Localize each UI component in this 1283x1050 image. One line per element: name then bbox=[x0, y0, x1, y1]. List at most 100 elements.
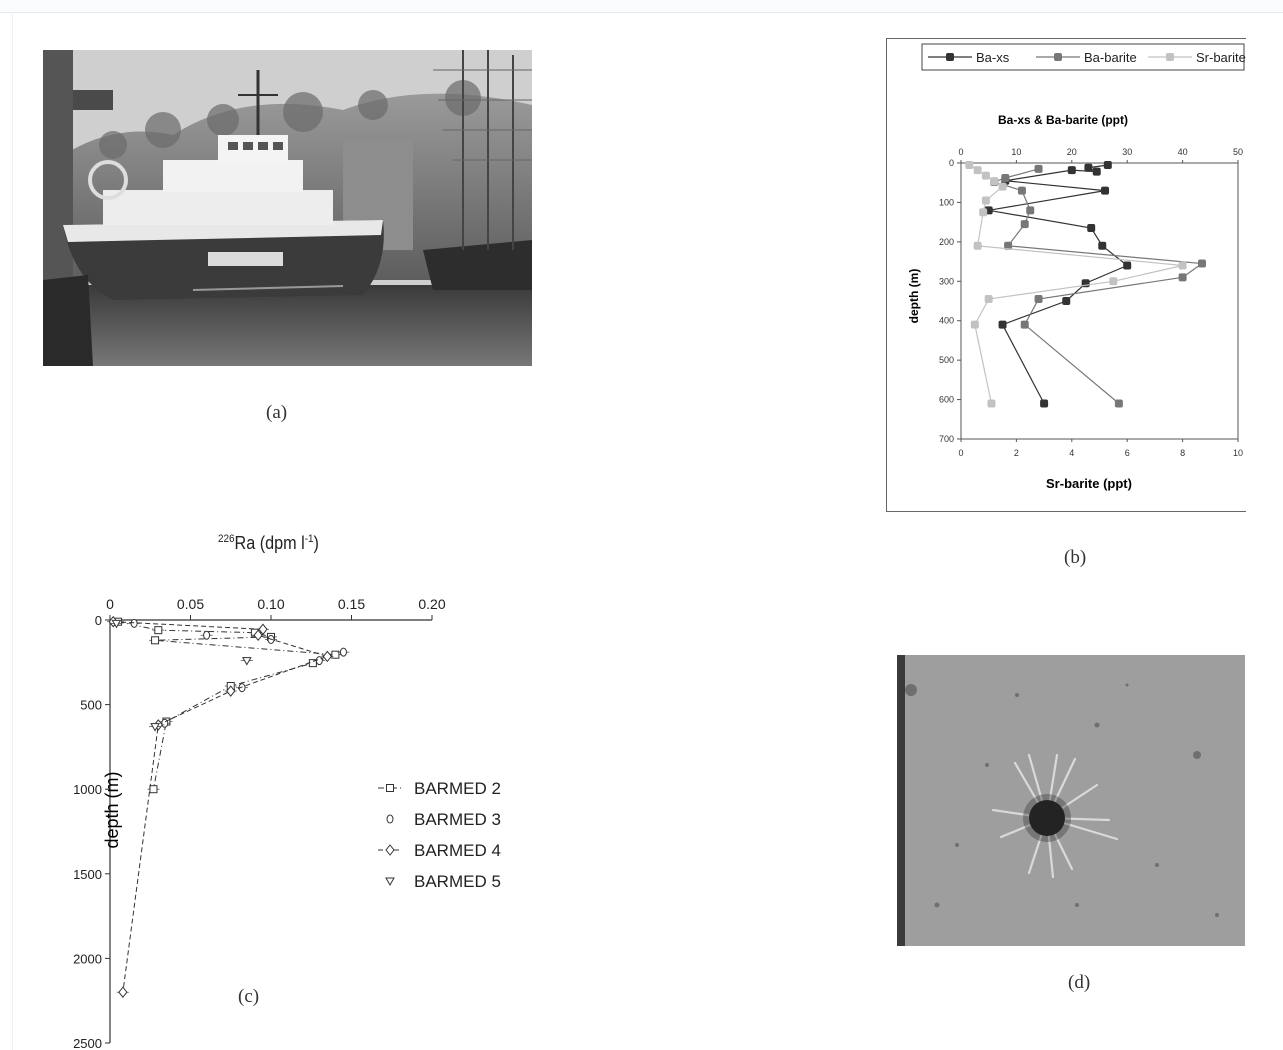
y-tick-label: 500 bbox=[939, 355, 954, 365]
chart-c-xlabel-isotope: 226 bbox=[218, 533, 235, 545]
data-point-sr-barite bbox=[1178, 261, 1187, 270]
y-tick-label: 2500 bbox=[73, 1036, 102, 1050]
legend-marker bbox=[946, 53, 954, 61]
legend-marker bbox=[1054, 53, 1062, 61]
legend-label: Ba-xs bbox=[976, 50, 1010, 65]
data-point-sr-barite bbox=[990, 177, 999, 186]
y-tick-label: 500 bbox=[80, 698, 102, 713]
legend-label: BARMED 5 bbox=[414, 872, 501, 891]
y-tick-label: 0 bbox=[949, 158, 954, 168]
x-tick-label: 0.10 bbox=[257, 596, 284, 612]
top-tick-label: 20 bbox=[1067, 147, 1077, 157]
panel-d-caption: (d) bbox=[1068, 972, 1091, 993]
marker-circle bbox=[130, 618, 138, 628]
bottom-tick-label: 10 bbox=[1233, 448, 1243, 458]
chart-c-xlabel-exponent: -1 bbox=[304, 533, 314, 545]
marker-diamond bbox=[226, 685, 236, 697]
chart-c-xlabel: 226Ra (dpm l-1) bbox=[218, 533, 319, 554]
panel-c-caption: (c) bbox=[238, 986, 260, 1007]
marker-square bbox=[386, 784, 394, 792]
series-line-barmed-4 bbox=[113, 621, 329, 993]
data-point-ba-xs bbox=[1087, 224, 1096, 233]
marker-square bbox=[151, 636, 160, 645]
page-top-border bbox=[0, 0, 1283, 13]
panel-a-caption: (a) bbox=[266, 402, 288, 423]
data-point-ba-xs bbox=[1040, 399, 1049, 408]
y-tick-label: 600 bbox=[939, 395, 954, 405]
top-tick-label: 50 bbox=[1233, 147, 1243, 157]
acantharian-micrograph bbox=[897, 655, 1245, 946]
y-tick-label: 1500 bbox=[73, 867, 102, 882]
legend-label: BARMED 4 bbox=[414, 841, 501, 860]
data-point-ba-xs bbox=[1092, 167, 1101, 176]
data-point-ba-barite bbox=[1017, 186, 1026, 195]
data-point-sr-barite bbox=[970, 320, 979, 329]
data-point-sr-barite bbox=[998, 182, 1007, 191]
data-point-sr-barite bbox=[984, 295, 993, 304]
data-point-sr-barite bbox=[1109, 277, 1118, 286]
marker-circle bbox=[203, 630, 211, 640]
y-tick-label: 1000 bbox=[73, 782, 102, 797]
x-tick-label: 0.20 bbox=[418, 596, 445, 612]
data-point-ba-xs bbox=[1123, 261, 1132, 270]
marker-diamond bbox=[385, 844, 395, 856]
y-tick-label: 400 bbox=[939, 316, 954, 326]
data-point-ba-barite bbox=[1004, 241, 1013, 250]
page-left-border bbox=[12, 12, 13, 1050]
y-tick-label: 200 bbox=[939, 237, 954, 247]
data-point-ba-xs bbox=[1098, 241, 1107, 250]
marker-diamond bbox=[253, 629, 263, 642]
bottom-tick-label: 4 bbox=[1069, 448, 1074, 458]
panel-b-frame bbox=[886, 38, 1246, 512]
data-point-ba-xs bbox=[998, 320, 1007, 329]
y-tick-label: 700 bbox=[939, 434, 954, 444]
data-point-sr-barite bbox=[973, 241, 982, 250]
data-point-ba-barite bbox=[1178, 273, 1187, 282]
data-point-ba-xs bbox=[1084, 163, 1093, 172]
chart-b-ylabel: depth (m) bbox=[907, 269, 921, 324]
legend-label: Sr-barite bbox=[1196, 50, 1246, 65]
marker-triangle bbox=[150, 723, 160, 732]
marker-triangle bbox=[241, 657, 252, 666]
cell-body bbox=[1029, 800, 1065, 836]
panel-d-micrograph bbox=[897, 655, 1245, 946]
data-point-sr-barite bbox=[981, 171, 990, 180]
data-point-ba-barite bbox=[1114, 399, 1123, 408]
data-point-ba-barite bbox=[1020, 320, 1029, 329]
chart-c-xlabel-close: ) bbox=[313, 533, 319, 553]
data-point-sr-barite bbox=[979, 208, 988, 217]
marker-square bbox=[154, 626, 163, 635]
series-line-ba-xs bbox=[988, 164, 1129, 404]
y-tick-label: 300 bbox=[939, 276, 954, 286]
panel-b-chart: Ba-xs Ba-barite Sr-barite Ba-xs & Ba-barit… bbox=[907, 43, 1246, 491]
data-point-ba-barite bbox=[1197, 259, 1206, 268]
bottom-tick-label: 2 bbox=[1014, 448, 1019, 458]
series-line-barmed-2 bbox=[117, 621, 336, 790]
legend-label: BARMED 2 bbox=[414, 779, 501, 798]
data-point-ba-barite bbox=[1034, 164, 1043, 173]
x-tick-label: 0.15 bbox=[338, 596, 365, 612]
data-point-ba-xs bbox=[1103, 160, 1112, 169]
data-point-ba-barite bbox=[1001, 173, 1010, 182]
top-tick-label: 40 bbox=[1178, 147, 1188, 157]
vessel-photograph bbox=[43, 50, 532, 366]
y-tick-label: 100 bbox=[939, 197, 954, 207]
chart-b-xlabel: Sr-barite (ppt) bbox=[1046, 476, 1132, 491]
top-tick-label: 30 bbox=[1122, 147, 1132, 157]
data-point-ba-barite bbox=[1026, 206, 1035, 215]
data-point-sr-barite bbox=[965, 160, 974, 169]
data-point-ba-barite bbox=[1020, 220, 1029, 229]
legend-label: BARMED 3 bbox=[414, 810, 501, 829]
chart-b-title: Ba-xs & Ba-barite (ppt) bbox=[998, 113, 1128, 127]
chart-c-xlabel-text: Ra (dpm l bbox=[234, 533, 305, 553]
data-point-sr-barite bbox=[973, 166, 982, 175]
data-point-sr-barite bbox=[981, 196, 990, 205]
marker-circle bbox=[315, 656, 323, 666]
panel-c-chart: 0 0.05 0.10 0.15 0.20 0 500 1000 1500 2000 2500 de… bbox=[73, 596, 501, 1050]
y-tick-label: 2000 bbox=[73, 951, 102, 966]
panel-b-caption: (b) bbox=[1064, 547, 1087, 568]
marker-triangle bbox=[385, 877, 395, 887]
marker-diamond bbox=[258, 623, 268, 636]
marker-circle bbox=[386, 814, 394, 824]
marker-circle bbox=[339, 647, 347, 657]
